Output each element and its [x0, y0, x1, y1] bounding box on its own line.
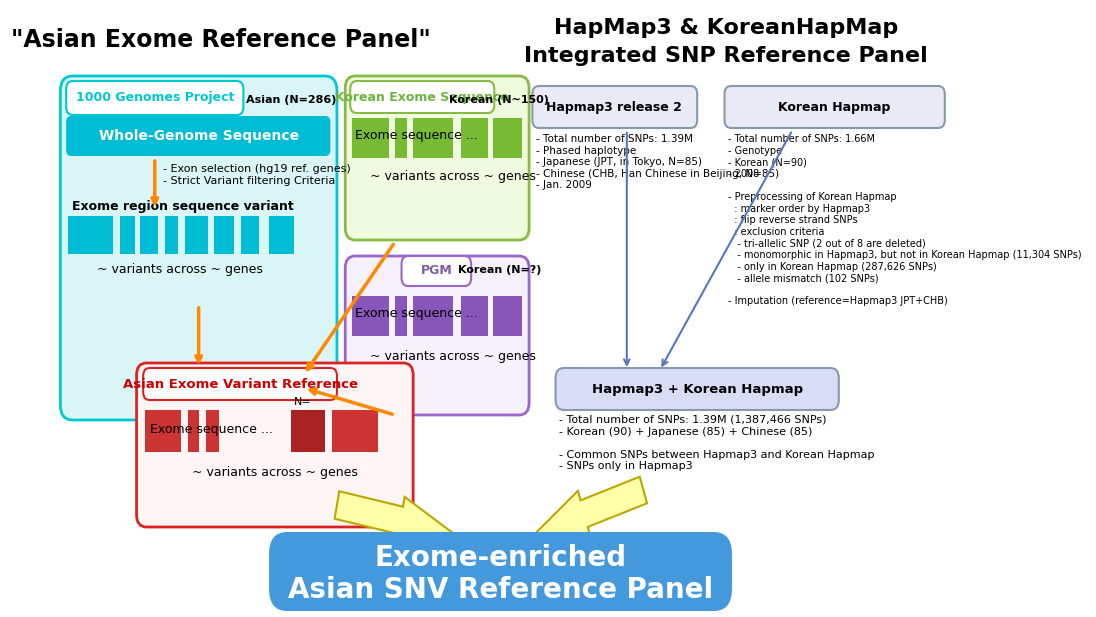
Bar — [119, 216, 135, 254]
FancyBboxPatch shape — [345, 256, 529, 415]
Polygon shape — [536, 477, 647, 536]
Bar — [292, 410, 324, 452]
Bar — [461, 296, 488, 336]
FancyBboxPatch shape — [66, 116, 330, 156]
Text: N=: N= — [294, 397, 311, 407]
FancyBboxPatch shape — [351, 81, 494, 113]
Text: HapMap3 & KoreanHapMap: HapMap3 & KoreanHapMap — [555, 18, 899, 38]
FancyBboxPatch shape — [724, 86, 945, 128]
Text: Whole-Genome Sequence: Whole-Genome Sequence — [99, 129, 299, 143]
Text: ~ variants across ~ genes: ~ variants across ~ genes — [96, 263, 263, 276]
Bar — [413, 296, 453, 336]
Text: "Asian Exome Reference Panel": "Asian Exome Reference Panel" — [11, 28, 431, 52]
Bar — [352, 296, 389, 336]
Text: ~ variants across ~ genes: ~ variants across ~ genes — [370, 170, 536, 183]
Bar — [145, 410, 181, 452]
Bar — [395, 118, 408, 158]
Bar — [395, 296, 408, 336]
Bar — [461, 118, 488, 158]
Text: Exome sequence ...: Exome sequence ... — [150, 423, 273, 436]
Text: Exome sequence ...: Exome sequence ... — [355, 307, 478, 320]
Bar — [184, 216, 208, 254]
FancyBboxPatch shape — [269, 532, 732, 611]
FancyBboxPatch shape — [401, 256, 471, 286]
Bar — [352, 118, 389, 158]
Text: Exome region sequence variant: Exome region sequence variant — [72, 200, 294, 213]
Text: ~ variants across ~ genes: ~ variants across ~ genes — [192, 466, 358, 479]
FancyBboxPatch shape — [345, 76, 529, 240]
Text: Exome sequence ...: Exome sequence ... — [355, 128, 478, 141]
Bar — [206, 410, 219, 452]
Text: Korean (N~150): Korean (N~150) — [449, 95, 549, 105]
Bar — [332, 410, 377, 452]
Bar — [269, 216, 294, 254]
Text: Exome-enriched: Exome-enriched — [375, 544, 627, 572]
Bar — [68, 216, 113, 254]
FancyBboxPatch shape — [533, 86, 697, 128]
Text: Hapmap3 + Korean Hapmap: Hapmap3 + Korean Hapmap — [592, 383, 802, 395]
Bar — [241, 216, 259, 254]
Bar — [140, 216, 158, 254]
Text: Korean (N=?): Korean (N=?) — [458, 265, 541, 275]
Text: Asian SNV Reference Panel: Asian SNV Reference Panel — [288, 576, 713, 604]
Bar — [413, 118, 453, 158]
Bar — [164, 216, 178, 254]
FancyBboxPatch shape — [60, 76, 336, 420]
Text: ~ variants across ~ genes: ~ variants across ~ genes — [370, 350, 536, 363]
Text: Korean Hapmap: Korean Hapmap — [778, 101, 891, 114]
Text: Asian (N=286): Asian (N=286) — [247, 95, 336, 105]
Bar — [493, 296, 522, 336]
FancyBboxPatch shape — [66, 81, 243, 115]
Text: - Total number of SNPs: 1.66M
- Genotype
- Korean (N=90)
- 2008

- Preprocessing: - Total number of SNPs: 1.66M - Genotype… — [728, 134, 1082, 307]
FancyBboxPatch shape — [556, 368, 838, 410]
Text: Hapmap3 release 2: Hapmap3 release 2 — [547, 101, 683, 114]
Text: Integrated SNP Reference Panel: Integrated SNP Reference Panel — [524, 46, 928, 66]
Text: - Total number of SNPs: 1.39M
- Phased haplotype
- Japanese (JPT, in Tokyo, N=85: - Total number of SNPs: 1.39M - Phased h… — [536, 134, 779, 191]
Text: - Exon selection (hg19 ref. genes)
- Strict Variant filtering Criteria: - Exon selection (hg19 ref. genes) - Str… — [163, 164, 351, 186]
Polygon shape — [334, 491, 453, 544]
Bar — [493, 118, 522, 158]
Text: PGM: PGM — [421, 265, 453, 278]
Bar — [215, 216, 235, 254]
Bar — [187, 410, 199, 452]
Text: - Total number of SNPs: 1.39M (1,387,466 SNPs)
- Korean (90) + Japanese (85) + C: - Total number of SNPs: 1.39M (1,387,466… — [559, 415, 875, 471]
Text: Asian Exome Variant Reference: Asian Exome Variant Reference — [123, 378, 357, 391]
FancyBboxPatch shape — [137, 363, 413, 527]
Text: Korean Exome Sequence: Korean Exome Sequence — [335, 91, 510, 104]
Text: 1000 Genomes Project: 1000 Genomes Project — [76, 91, 233, 104]
FancyBboxPatch shape — [144, 368, 336, 400]
